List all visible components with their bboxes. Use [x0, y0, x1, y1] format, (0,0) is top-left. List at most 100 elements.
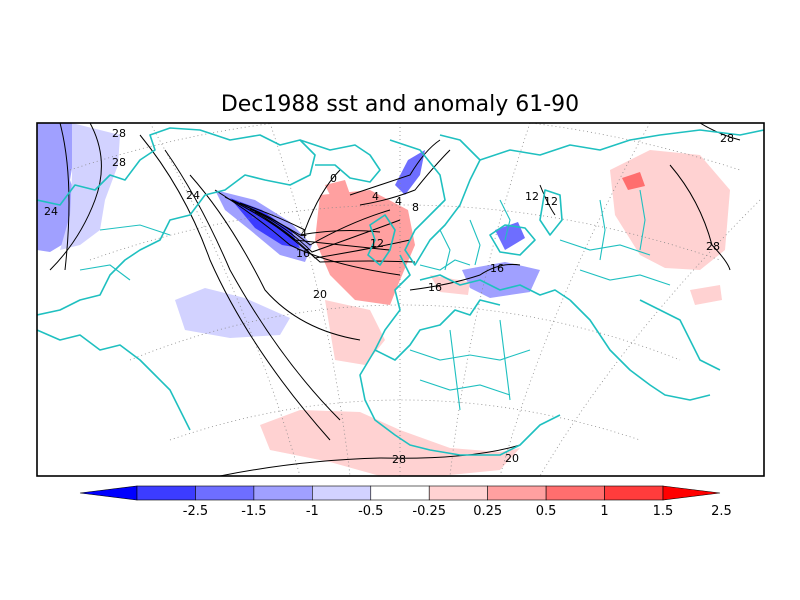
- contour-label: 16: [428, 281, 442, 294]
- anomaly-positive-indian-east: [690, 285, 722, 305]
- contour-labels: 28 28 24 24 20 16 16 16 12 12 8 4 4 4 0 …: [44, 127, 734, 466]
- contour-label: 24: [44, 205, 58, 218]
- contour-label: 4: [395, 195, 402, 208]
- border-europe-1: [419, 259, 471, 271]
- contour-28-west: [59, 123, 70, 271]
- contour-28-arabian: [669, 164, 731, 271]
- anomaly-negative-norwegian-sea: [395, 150, 425, 195]
- contour-24-main: [139, 134, 331, 441]
- anomaly-negative-newfoundland-core: [230, 198, 300, 248]
- coast-caribbean: [37, 329, 191, 431]
- border-africa-4: [499, 319, 511, 401]
- border-asia-2: [579, 269, 671, 286]
- map-title: Dec1988 sst and anomaly 61-90: [221, 92, 579, 117]
- colorbar-swatch: [370, 485, 430, 501]
- contour-norway-2: [359, 149, 451, 206]
- contour-label: 8: [412, 201, 419, 214]
- contour-norway: [349, 139, 441, 196]
- border-africa-3: [449, 329, 461, 411]
- border-europe-2: [439, 229, 451, 271]
- colorbar-swatch: [428, 485, 488, 501]
- coast-north-america: [37, 127, 316, 316]
- colorbar-tick-label: -0.25: [412, 504, 446, 519]
- colorbar-tick-label: -2.5: [183, 504, 208, 519]
- border-europe-4: [499, 199, 511, 241]
- anomaly-positive-south-atlantic: [260, 410, 520, 476]
- anomaly-negative-med-east: [462, 262, 540, 298]
- contour-28-south: [219, 444, 521, 476]
- border-na-1: [99, 224, 171, 236]
- contour-label: 12: [544, 195, 558, 208]
- contour-label: 4: [300, 228, 307, 241]
- contour-inner-1: [244, 205, 391, 246]
- coast-persian-gulf: [639, 299, 721, 371]
- colorbar-tick-label: -1: [306, 504, 319, 519]
- coast-russia-north: [479, 129, 764, 161]
- colorbar-swatch: [487, 485, 547, 501]
- colorbar-swatch: [312, 485, 372, 501]
- contour-label: 28: [706, 240, 720, 253]
- colorbar-tick-label: 2.5: [711, 504, 732, 519]
- country-borders: [79, 189, 671, 411]
- coast-red-sea-arabia: [569, 299, 711, 401]
- contour-label: 20: [313, 288, 327, 301]
- border-na-2: [79, 264, 131, 281]
- contour-label: 16: [296, 247, 310, 260]
- contour-label: 20: [505, 452, 519, 465]
- contour-12: [214, 189, 401, 276]
- coast-europe-west: [374, 254, 501, 361]
- contour-16-med: [409, 264, 521, 291]
- colorbar-tick-label: -1.5: [241, 504, 266, 519]
- contour-label: 28: [112, 127, 126, 140]
- contour-label: 28: [112, 156, 126, 169]
- contour-inner-2: [249, 208, 401, 253]
- colorbar-swatch: [545, 485, 605, 501]
- border-africa-2: [419, 379, 511, 396]
- colorbar-tick-label: 1: [600, 504, 608, 519]
- border-asia-3: [599, 199, 606, 261]
- contour-16: [189, 174, 361, 341]
- coast-scandinavia: [389, 134, 481, 266]
- border-asia-4: [639, 189, 646, 251]
- colorbar-swatch: [604, 485, 664, 501]
- border-asia-1: [559, 239, 651, 256]
- colorbar-tick-label: 0.25: [473, 504, 502, 519]
- anomaly-negative-west-atlantic-light: [60, 123, 120, 250]
- contour-label: 28: [392, 453, 406, 466]
- coast-africa-west: [359, 349, 561, 456]
- colorbar: -2.5 -1.5 -1 -0.5 -0.25 0.25 0.5 1 1.5 2.5: [79, 485, 732, 519]
- contour-inner-4: [264, 217, 416, 263]
- coast-caspian: [539, 189, 563, 236]
- anomaly-negative-black-sea: [495, 222, 525, 250]
- contour-20: [164, 149, 341, 421]
- anomaly-positive-iceland: [325, 180, 352, 205]
- coastlines: [37, 127, 764, 456]
- colorbar-swatch: [195, 485, 255, 501]
- colorbar-swatch: [136, 485, 196, 501]
- anomaly-positive-iberia-coast: [325, 300, 385, 365]
- contour-label: 12: [525, 190, 539, 203]
- colorbar-tick-label: -0.5: [358, 504, 383, 519]
- coast-black-sea: [489, 224, 536, 256]
- colorbar-arrow-low: [79, 485, 138, 501]
- colorbar-arrow-high: [662, 485, 721, 501]
- colorbar-swatch: [253, 485, 313, 501]
- border-europe-3: [469, 219, 481, 266]
- coast-greenland-iceland: [299, 139, 381, 183]
- anomaly-negative-mid-atlantic: [175, 288, 290, 338]
- map-panel: 28 28 24 24 20 16 16 16 12 12 8 4 4 4 0 …: [37, 123, 764, 476]
- contour-12-east: [539, 184, 556, 216]
- anomaly-positive-hotspot: [622, 172, 645, 190]
- contour-label: 28: [720, 132, 734, 145]
- graticule: [69, 123, 761, 476]
- contour-label: 12: [370, 237, 384, 250]
- border-africa-1: [409, 349, 531, 361]
- colorbar-tick-label: 0.5: [536, 504, 557, 519]
- colorbar-tick-label: 1.5: [653, 504, 674, 519]
- contour-24-west: [49, 123, 102, 271]
- contour-label: 24: [186, 189, 200, 202]
- contour-label: 4: [372, 190, 379, 203]
- contour-label: 16: [490, 262, 504, 275]
- coast-britain: [367, 214, 396, 266]
